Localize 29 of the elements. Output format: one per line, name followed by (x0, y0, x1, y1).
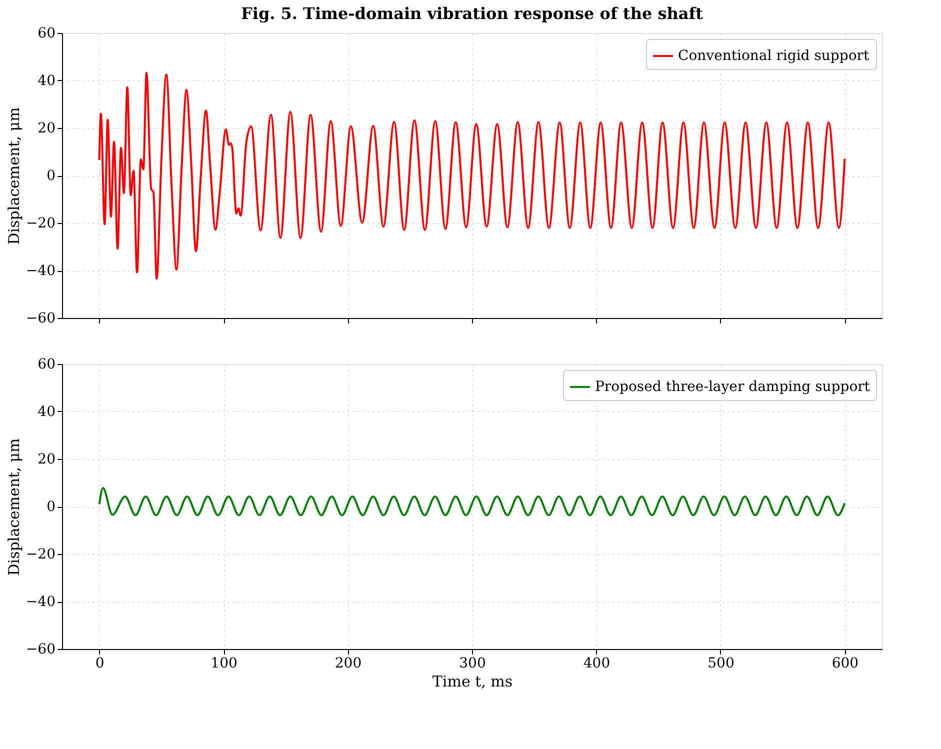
chart-title: Fig. 5. Time-domain vibration response of the shaft (241, 4, 704, 23)
y-axis-title: Displacement, μm (4, 438, 23, 576)
x-tick-label: 0 (95, 656, 104, 672)
y-axis-title: Displacement, μm (4, 107, 23, 245)
line-series (98, 486, 846, 516)
y-tick-label: −40 (26, 594, 56, 610)
legend-label: Proposed three-layer damping support (595, 379, 870, 395)
x-tick-label: 100 (210, 656, 238, 672)
x-tick-label: 500 (708, 656, 734, 672)
x-tick-label: 200 (334, 656, 362, 672)
y-tick-label: −60 (26, 642, 56, 658)
y-tick-label: 40 (38, 73, 56, 89)
y-tick-label: 60 (38, 26, 56, 42)
y-tick-label: 0 (46, 168, 56, 184)
y-tick-label: 20 (38, 452, 56, 468)
x-tick-label: 600 (832, 656, 859, 672)
x-axis-title: Time t, ms (432, 672, 513, 690)
y-tick-label: −20 (26, 216, 56, 232)
legend-label: Conventional rigid support (678, 48, 870, 64)
y-tick-label: 60 (38, 356, 56, 372)
y-tick-label: 40 (38, 404, 56, 420)
y-tick-label: −40 (26, 263, 56, 279)
y-tick-label: −20 (26, 546, 56, 562)
x-tick-label: 300 (459, 656, 486, 672)
y-tick-label: 0 (46, 499, 56, 515)
y-tick-label: −60 (26, 310, 56, 326)
y-tick-label: 20 (38, 120, 56, 136)
x-tick-label: 400 (583, 656, 610, 672)
line-series (98, 72, 846, 280)
